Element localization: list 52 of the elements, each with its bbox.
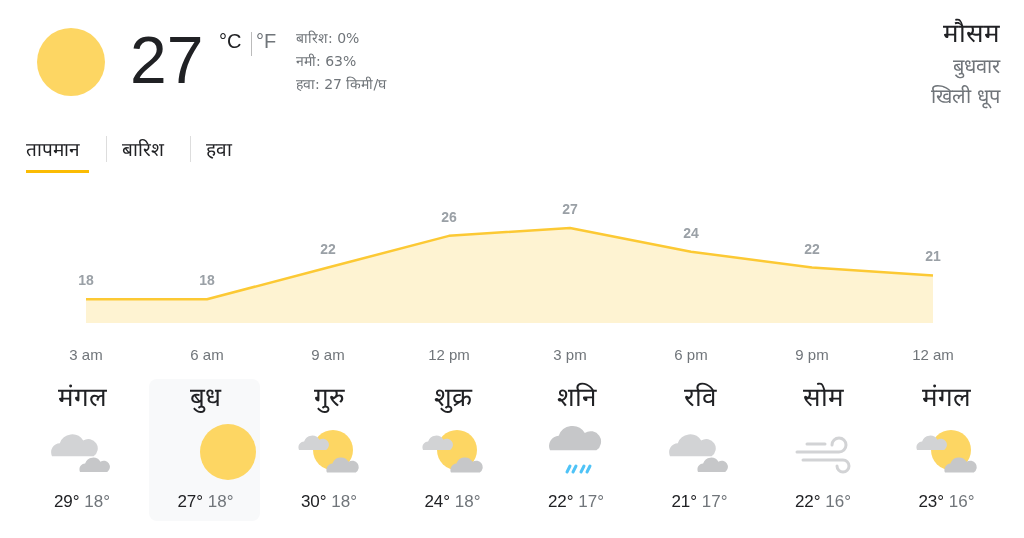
text: 17° bbox=[578, 492, 605, 511]
x-tick-label: 3 pm bbox=[553, 345, 587, 363]
text: 23° bbox=[918, 492, 945, 511]
text: नमी: 63% bbox=[296, 52, 357, 70]
annotation: गुरु bbox=[312, 381, 346, 414]
text: खिली धूप bbox=[930, 83, 1000, 109]
text: हवा: 27 किमी/घ bbox=[296, 75, 387, 93]
data-label: 24 bbox=[683, 224, 699, 241]
data-label: 27 bbox=[562, 200, 578, 217]
text: 27° bbox=[177, 492, 204, 511]
text: 21° bbox=[671, 492, 698, 511]
text: बारिश bbox=[122, 137, 164, 162]
text: 18° bbox=[454, 492, 481, 511]
text: 30° bbox=[300, 492, 327, 511]
x-tick-label: 6 am bbox=[190, 345, 224, 363]
data-label: 22 bbox=[804, 240, 820, 257]
text: 16° bbox=[825, 492, 852, 511]
text: °F bbox=[256, 30, 277, 53]
text: बुधवार bbox=[953, 53, 1000, 79]
annotation: शनि bbox=[555, 381, 598, 414]
x-tick-label: 9 am bbox=[311, 345, 345, 363]
text: 24° bbox=[424, 492, 451, 511]
x-tick-label: 9 pm bbox=[795, 345, 829, 363]
text: °C bbox=[219, 30, 242, 53]
text: 22° bbox=[547, 492, 574, 511]
text: 18° bbox=[84, 492, 111, 511]
data-label: 18 bbox=[199, 272, 215, 289]
annotation: बुध bbox=[189, 381, 223, 414]
text: बारिश: 0% bbox=[296, 29, 360, 47]
data-label: 18 bbox=[78, 272, 94, 289]
x-tick-label: 12 am bbox=[912, 345, 954, 363]
x-tick-label: 6 pm bbox=[674, 345, 708, 363]
annotation: मंगल bbox=[921, 381, 972, 414]
text: 18° bbox=[331, 492, 358, 511]
text: 29° bbox=[53, 492, 80, 511]
text: मौसम bbox=[943, 17, 1000, 50]
x-tick-label: 3 am bbox=[69, 345, 103, 363]
annotation: मंगल bbox=[56, 381, 108, 414]
text: 18° bbox=[207, 492, 234, 511]
text: तापमान bbox=[26, 137, 80, 162]
text: हवा bbox=[206, 137, 232, 162]
annotation: रवि bbox=[682, 381, 718, 414]
text: 27 bbox=[130, 22, 204, 99]
data-label: 21 bbox=[925, 248, 941, 265]
data-label: 26 bbox=[441, 208, 457, 225]
text: 22° bbox=[794, 492, 821, 511]
annotation: सोम bbox=[801, 381, 845, 414]
text: 16° bbox=[948, 492, 975, 511]
annotation: शुक्र bbox=[432, 381, 474, 414]
data-label: 22 bbox=[320, 240, 336, 257]
text: 17° bbox=[701, 492, 728, 511]
x-tick-label: 12 pm bbox=[428, 345, 470, 363]
